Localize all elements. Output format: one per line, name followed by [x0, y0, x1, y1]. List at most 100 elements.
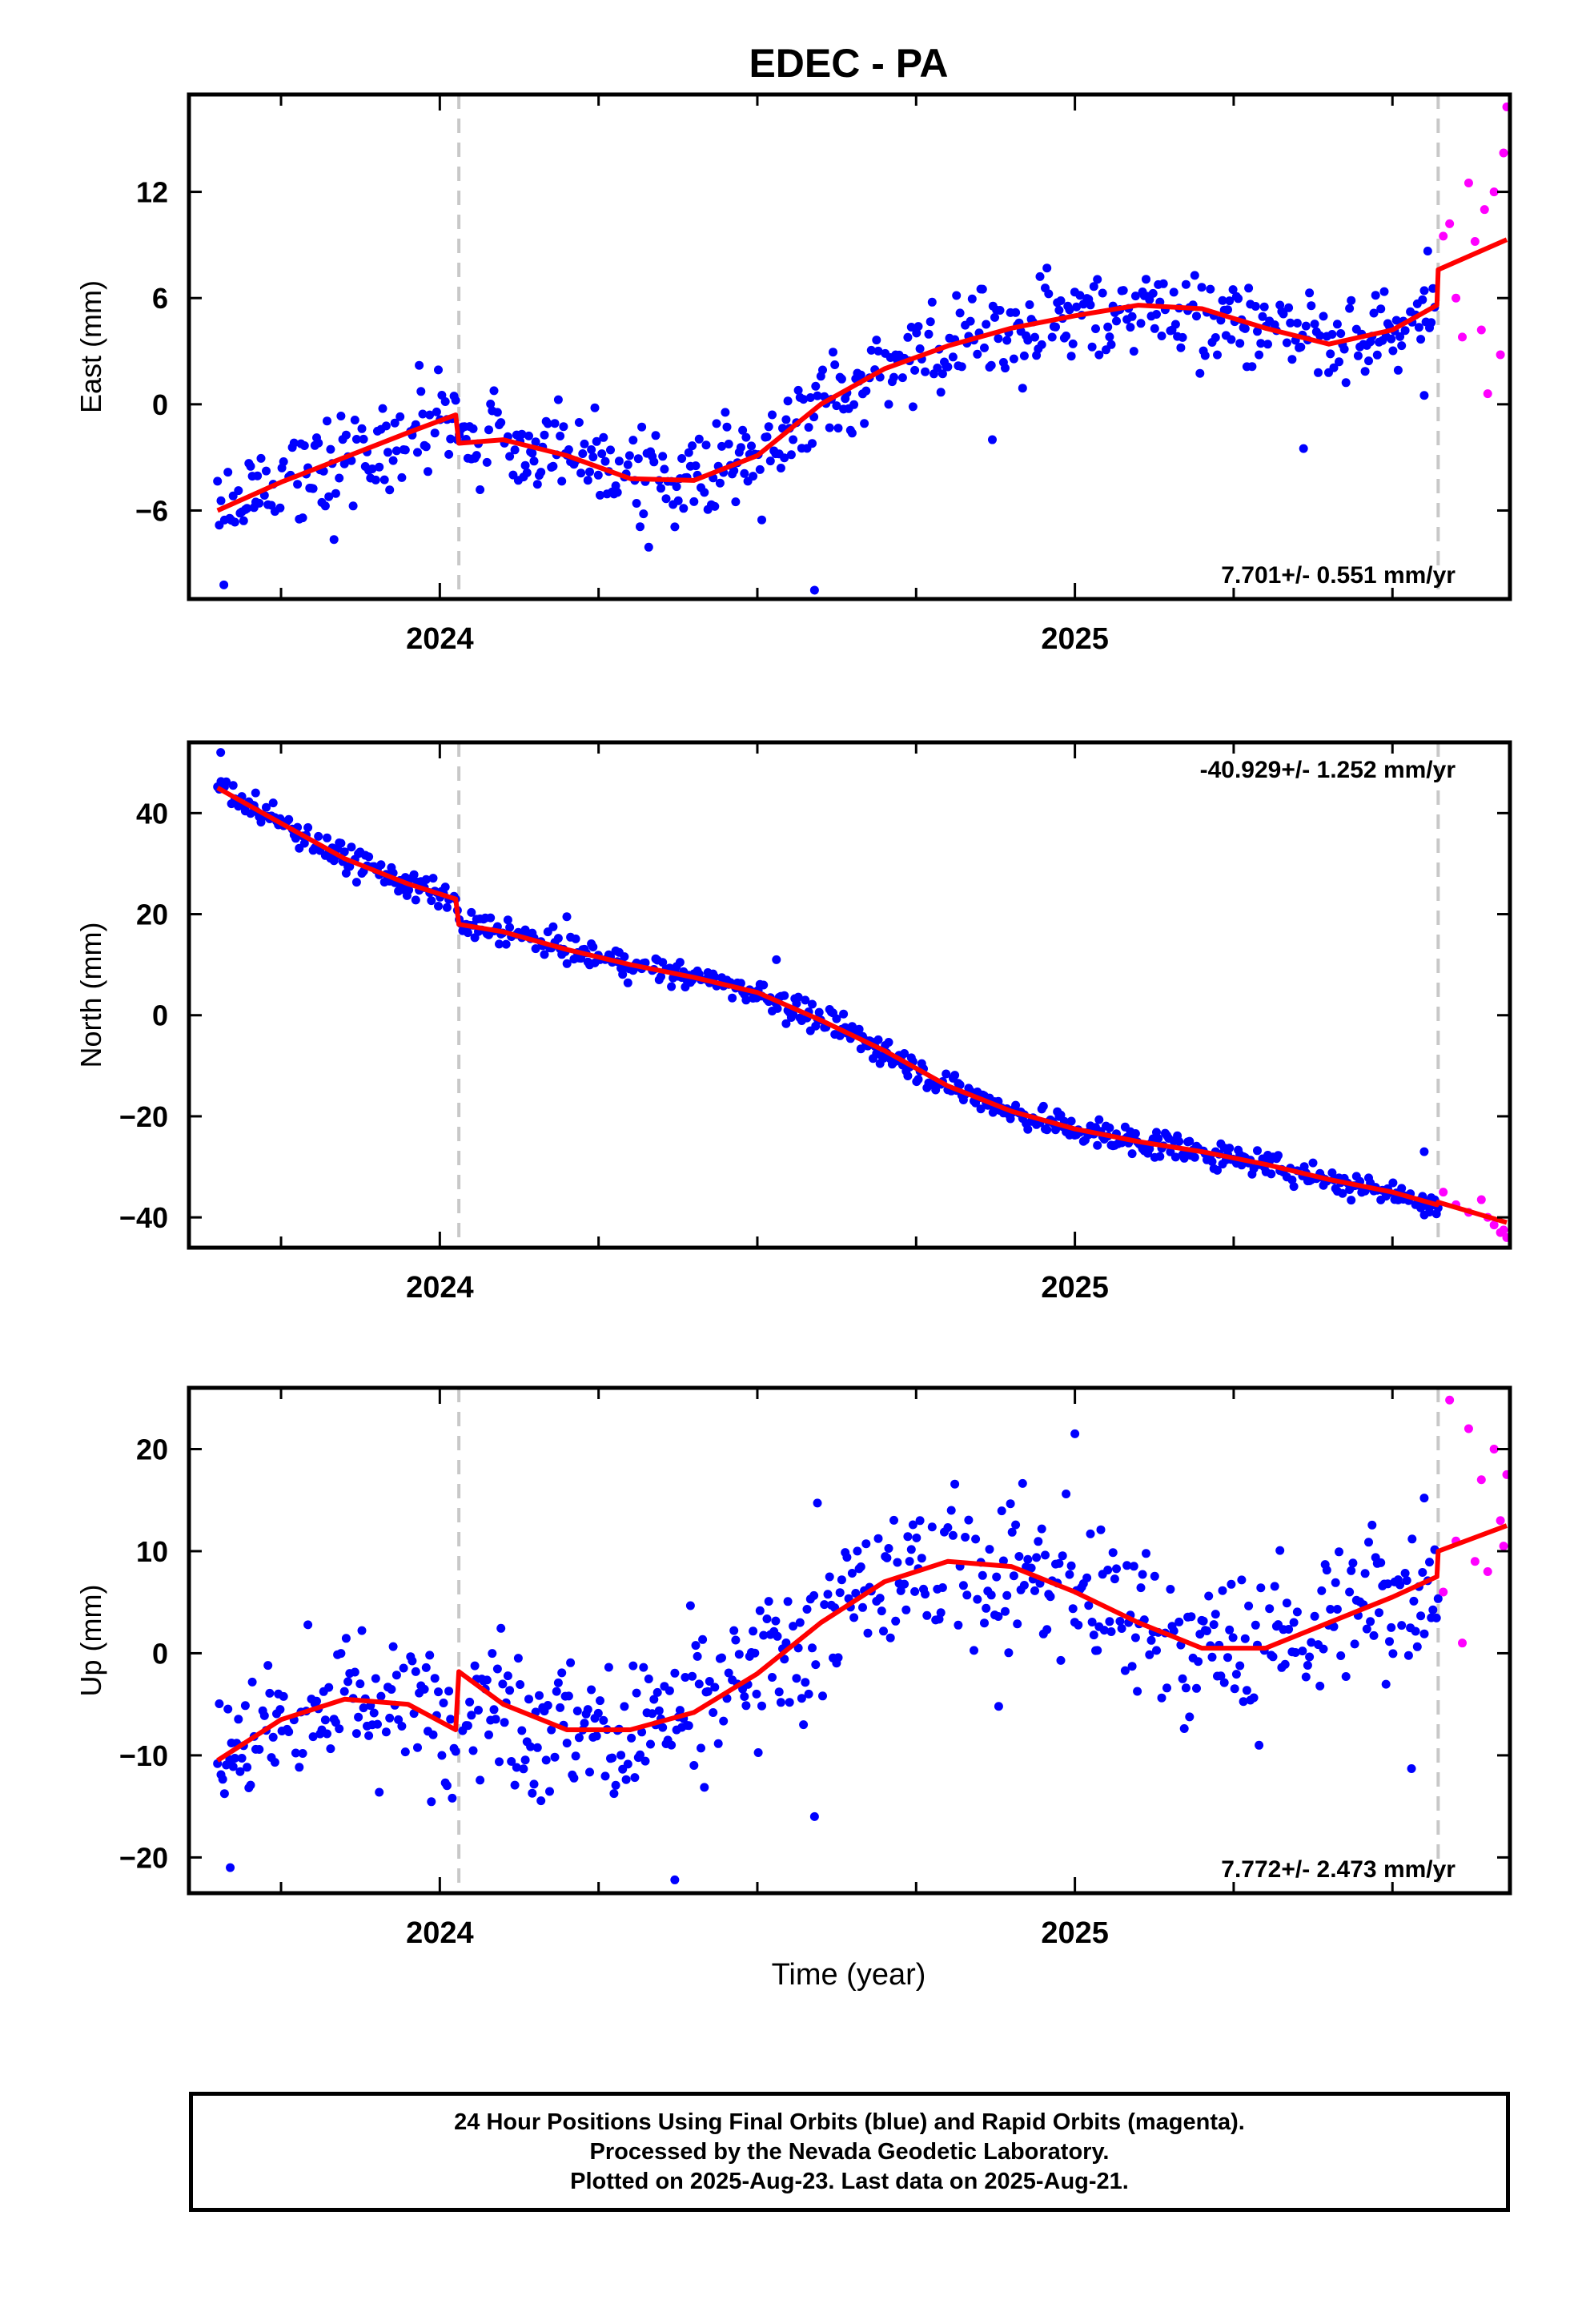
- y-tick-label: 12: [136, 176, 168, 209]
- data-point: [1133, 1687, 1142, 1696]
- data-point: [557, 476, 567, 486]
- data-point: [741, 995, 751, 1005]
- data-point: [1190, 271, 1199, 280]
- data-point: [1014, 1552, 1024, 1561]
- data-point: [339, 847, 349, 857]
- data-point: [303, 1620, 313, 1630]
- rapid-data-point: [1476, 1195, 1486, 1204]
- data-point: [900, 1049, 909, 1058]
- data-point: [343, 1677, 353, 1687]
- data-point: [649, 457, 659, 467]
- data-point: [1192, 1683, 1201, 1693]
- data-point: [498, 1679, 508, 1689]
- data-point: [1200, 351, 1210, 360]
- data-point: [513, 1654, 523, 1663]
- data-point: [640, 1756, 650, 1766]
- data-point: [780, 1655, 789, 1664]
- data-point: [926, 317, 935, 327]
- data-point: [667, 982, 677, 991]
- data-point: [910, 365, 920, 375]
- data-point: [585, 467, 594, 476]
- data-point: [749, 1626, 758, 1636]
- data-point: [1225, 1625, 1235, 1634]
- data-point: [1026, 1563, 1036, 1573]
- data-point: [1376, 1558, 1386, 1567]
- data-point: [729, 1626, 739, 1635]
- data-point: [611, 481, 620, 491]
- data-point: [295, 1763, 304, 1772]
- data-point: [1259, 302, 1269, 312]
- data-point: [765, 456, 775, 466]
- data-point: [847, 1569, 857, 1578]
- data-point: [1331, 1578, 1340, 1587]
- data-point: [675, 958, 685, 967]
- data-point: [308, 1732, 318, 1742]
- data-point: [486, 913, 496, 923]
- data-point: [1423, 247, 1432, 255]
- rapid-data-point: [1489, 1444, 1499, 1454]
- data-point: [1129, 347, 1138, 356]
- data-point: [685, 1601, 695, 1610]
- data-point: [329, 535, 339, 545]
- data-point: [1240, 324, 1250, 333]
- data-point: [222, 777, 231, 786]
- data-point: [710, 501, 720, 511]
- y-axis-label: East (mm): [74, 280, 107, 413]
- rapid-data-point: [1445, 1395, 1455, 1405]
- data-point: [873, 346, 883, 356]
- data-point: [721, 408, 730, 417]
- data-point: [681, 1673, 690, 1682]
- data-point: [882, 1553, 892, 1562]
- data-point: [842, 1553, 852, 1562]
- data-point: [1414, 323, 1423, 332]
- y-axis-label: Up (mm): [74, 1585, 107, 1697]
- data-point: [1207, 1157, 1217, 1166]
- data-point: [1347, 1196, 1356, 1205]
- data-point: [884, 400, 893, 409]
- data-point: [351, 878, 361, 887]
- data-point: [526, 1742, 536, 1751]
- data-point: [1347, 296, 1356, 305]
- data-point: [903, 332, 913, 342]
- data-point: [1070, 1429, 1080, 1438]
- data-point: [884, 1038, 893, 1047]
- data-point: [314, 831, 323, 841]
- data-point: [543, 419, 552, 428]
- data-point: [559, 422, 568, 432]
- data-point: [1093, 1140, 1102, 1150]
- data-point: [1098, 288, 1107, 298]
- data-point: [1152, 310, 1161, 319]
- data-point: [1275, 1546, 1285, 1555]
- data-point: [263, 1661, 273, 1671]
- data-point: [1110, 1574, 1119, 1584]
- footer-line-1: 24 Hour Positions Using Final Orbits (bl…: [454, 2109, 1245, 2135]
- data-point: [1397, 1621, 1407, 1630]
- data-point: [323, 1729, 331, 1739]
- data-point: [364, 1731, 374, 1740]
- rapid-data-point: [1499, 1542, 1508, 1551]
- data-point: [908, 1520, 917, 1530]
- data-point: [912, 328, 921, 338]
- data-point: [510, 445, 520, 455]
- y-tick-label: 0: [152, 388, 168, 421]
- rapid-data-point: [1480, 205, 1489, 215]
- data-point: [1366, 1617, 1375, 1626]
- data-point: [375, 462, 384, 472]
- data-point: [1291, 1648, 1300, 1657]
- data-point: [637, 422, 647, 432]
- data-point: [421, 875, 431, 884]
- data-point: [540, 430, 549, 440]
- rapid-data-point: [1476, 1475, 1486, 1485]
- data-point: [1094, 1115, 1104, 1124]
- data-point: [451, 396, 460, 405]
- data-point: [646, 1739, 655, 1749]
- y-tick-label: 10: [136, 1535, 168, 1568]
- data-point: [293, 480, 303, 489]
- data-point: [1239, 1697, 1248, 1707]
- data-point: [357, 1626, 367, 1635]
- data-point: [873, 1035, 883, 1044]
- data-point: [557, 1668, 567, 1678]
- data-point: [802, 1605, 812, 1614]
- data-point: [1308, 1158, 1318, 1168]
